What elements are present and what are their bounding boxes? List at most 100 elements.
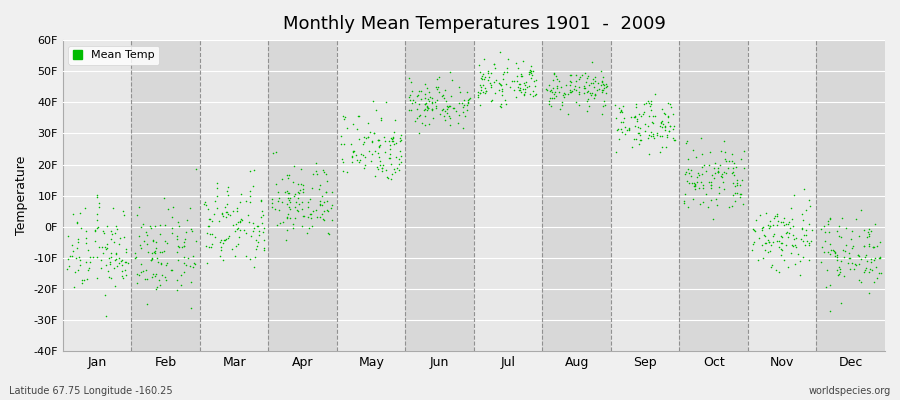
Point: [172, 244, 186, 250]
Point: [584, 92, 598, 98]
Point: [552, 78, 566, 84]
Point: [517, 92, 531, 98]
Point: [499, 101, 513, 107]
Point: [109, 251, 123, 258]
Point: [388, 117, 402, 124]
Point: [290, 207, 304, 214]
Point: [361, 120, 375, 126]
Bar: [337, 40, 406, 351]
Point: [92, 204, 106, 210]
Point: [689, 174, 704, 180]
Point: [112, 260, 126, 266]
Point: [242, 199, 256, 205]
Point: [767, 215, 781, 222]
Point: [291, 181, 305, 187]
Point: [494, 101, 508, 107]
Point: [430, 97, 445, 104]
Point: [646, 135, 661, 142]
Point: [479, 87, 493, 94]
Point: [651, 132, 665, 139]
Point: [440, 102, 454, 109]
Point: [631, 124, 645, 130]
Point: [798, 206, 813, 213]
Point: [102, 274, 116, 280]
Point: [309, 207, 323, 213]
Point: [577, 85, 591, 92]
Point: [545, 85, 560, 92]
Point: [655, 106, 670, 112]
Point: [695, 164, 709, 170]
Point: [548, 88, 562, 95]
Point: [642, 151, 656, 158]
Point: [394, 137, 409, 143]
Point: [149, 245, 164, 252]
Point: [758, 233, 772, 239]
Point: [633, 137, 647, 144]
Point: [428, 105, 443, 111]
Point: [230, 205, 244, 212]
Point: [82, 264, 96, 271]
Point: [645, 113, 660, 119]
Point: [493, 82, 508, 88]
Point: [152, 249, 166, 256]
Point: [69, 220, 84, 226]
Point: [132, 233, 147, 239]
Point: [158, 238, 173, 244]
Point: [385, 171, 400, 178]
Point: [320, 208, 335, 214]
Point: [632, 141, 646, 147]
Point: [205, 218, 220, 224]
Point: [72, 254, 86, 260]
Point: [725, 170, 740, 176]
Point: [513, 85, 527, 91]
Point: [116, 234, 130, 240]
Point: [170, 236, 184, 243]
Point: [371, 165, 385, 172]
Point: [392, 160, 406, 167]
Point: [627, 114, 642, 120]
Point: [677, 200, 691, 206]
Point: [471, 92, 485, 98]
Point: [418, 80, 433, 87]
Point: [475, 73, 490, 79]
Point: [833, 266, 848, 272]
Point: [773, 251, 788, 258]
Point: [108, 223, 122, 230]
Point: [346, 148, 361, 154]
Point: [845, 243, 859, 250]
Point: [199, 202, 213, 208]
Point: [384, 138, 399, 144]
Point: [265, 196, 279, 202]
Point: [544, 103, 558, 110]
Point: [77, 205, 92, 212]
Point: [662, 113, 676, 119]
Point: [572, 73, 587, 80]
Point: [821, 249, 835, 256]
Point: [402, 96, 417, 103]
Point: [172, 223, 186, 229]
Point: [853, 279, 868, 285]
Point: [712, 183, 726, 190]
Point: [73, 262, 87, 268]
Point: [816, 222, 831, 229]
Point: [160, 260, 175, 266]
Point: [518, 82, 532, 88]
Point: [429, 76, 444, 82]
Point: [567, 86, 581, 92]
Point: [105, 205, 120, 211]
Point: [718, 170, 733, 176]
Point: [74, 225, 88, 232]
Point: [367, 129, 382, 136]
Point: [662, 101, 677, 107]
Point: [680, 204, 695, 210]
Point: [346, 149, 360, 155]
Point: [707, 170, 722, 176]
Point: [221, 184, 236, 190]
Point: [630, 116, 644, 122]
Point: [656, 121, 670, 128]
Point: [231, 225, 246, 232]
Point: [688, 182, 702, 189]
Point: [196, 201, 211, 208]
Point: [428, 84, 443, 91]
Point: [94, 264, 109, 271]
